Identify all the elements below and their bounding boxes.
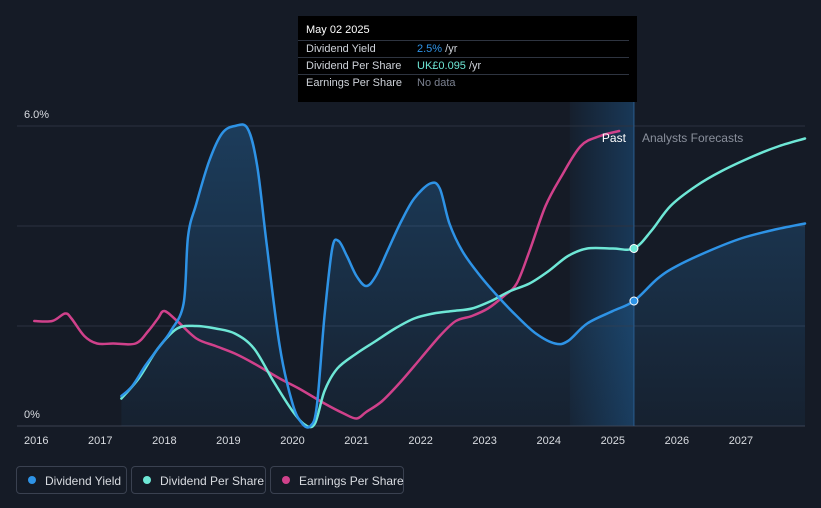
dividend-yield-line (120, 123, 807, 429)
x-tick-label: 2017 (88, 435, 112, 447)
legend-label: Dividend Yield (45, 474, 122, 488)
legend-dividend-yield[interactable]: Dividend Yield (16, 466, 127, 494)
x-tick-label: 2023 (472, 435, 496, 447)
tooltip-label: Earnings Per Share (306, 77, 402, 89)
tooltip-value-group: 2.5% /yr (417, 43, 457, 55)
tooltip-value: 2.5% (417, 43, 443, 55)
dividend-per-share-marker (629, 244, 639, 253)
tooltip-value: UK£0.095 (417, 60, 466, 72)
dividend-yield-area (121, 124, 805, 428)
x-tick-label: 2025 (601, 435, 625, 447)
x-tick-label: 2018 (152, 435, 176, 447)
x-tick-label: 2020 (280, 435, 304, 447)
tooltip-unit: /yr (442, 43, 458, 55)
x-tick-label: 2026 (665, 435, 689, 447)
legend-label: Earnings Per Share (299, 474, 404, 488)
legend-earnings-per-share[interactable]: Earnings Per Share (270, 466, 404, 494)
dividend-yield-marker (629, 296, 639, 306)
tooltip-row-earnings-per-share: Earnings Per Share No data (298, 74, 629, 92)
x-tick-label: 2024 (536, 435, 560, 447)
tooltip-unit: /yr (465, 60, 482, 72)
legend-dot-icon (282, 476, 290, 484)
legend-label: Dividend Per Share (160, 474, 265, 488)
x-tick-label: 2021 (344, 435, 368, 447)
y-axis-top-label: 6.0% (24, 109, 49, 121)
tooltip-value-group: No data (417, 77, 456, 89)
earnings-per-share-line (33, 129, 621, 420)
tooltip: May 02 2025 Dividend Yield 2.5% /yr Divi… (298, 16, 637, 102)
legend-dot-icon (28, 476, 36, 484)
legend-dot-icon (143, 476, 151, 484)
tooltip-value: No data (417, 77, 456, 89)
y-axis-bottom-label: 0% (24, 409, 40, 421)
dividend-per-share-line (120, 137, 807, 429)
legend-dividend-per-share[interactable]: Dividend Per Share (131, 466, 266, 494)
tooltip-row-dividend-yield: Dividend Yield 2.5% /yr (298, 40, 629, 58)
past-label: Past (602, 131, 627, 145)
x-tick-label: 2019 (216, 435, 240, 447)
x-tick-label: 2027 (729, 435, 753, 447)
x-tick-label: 2022 (408, 435, 432, 447)
tooltip-row-dividend-per-share: Dividend Per Share UK£0.095 /yr (298, 57, 629, 75)
forecast-label: Analysts Forecasts (642, 131, 743, 145)
tooltip-label: Dividend Per Share (306, 60, 402, 72)
tooltip-label: Dividend Yield (306, 43, 376, 55)
tooltip-value-group: UK£0.095 /yr (417, 60, 481, 72)
tooltip-date: May 02 2025 (306, 24, 370, 36)
x-tick-label: 2016 (24, 435, 48, 447)
